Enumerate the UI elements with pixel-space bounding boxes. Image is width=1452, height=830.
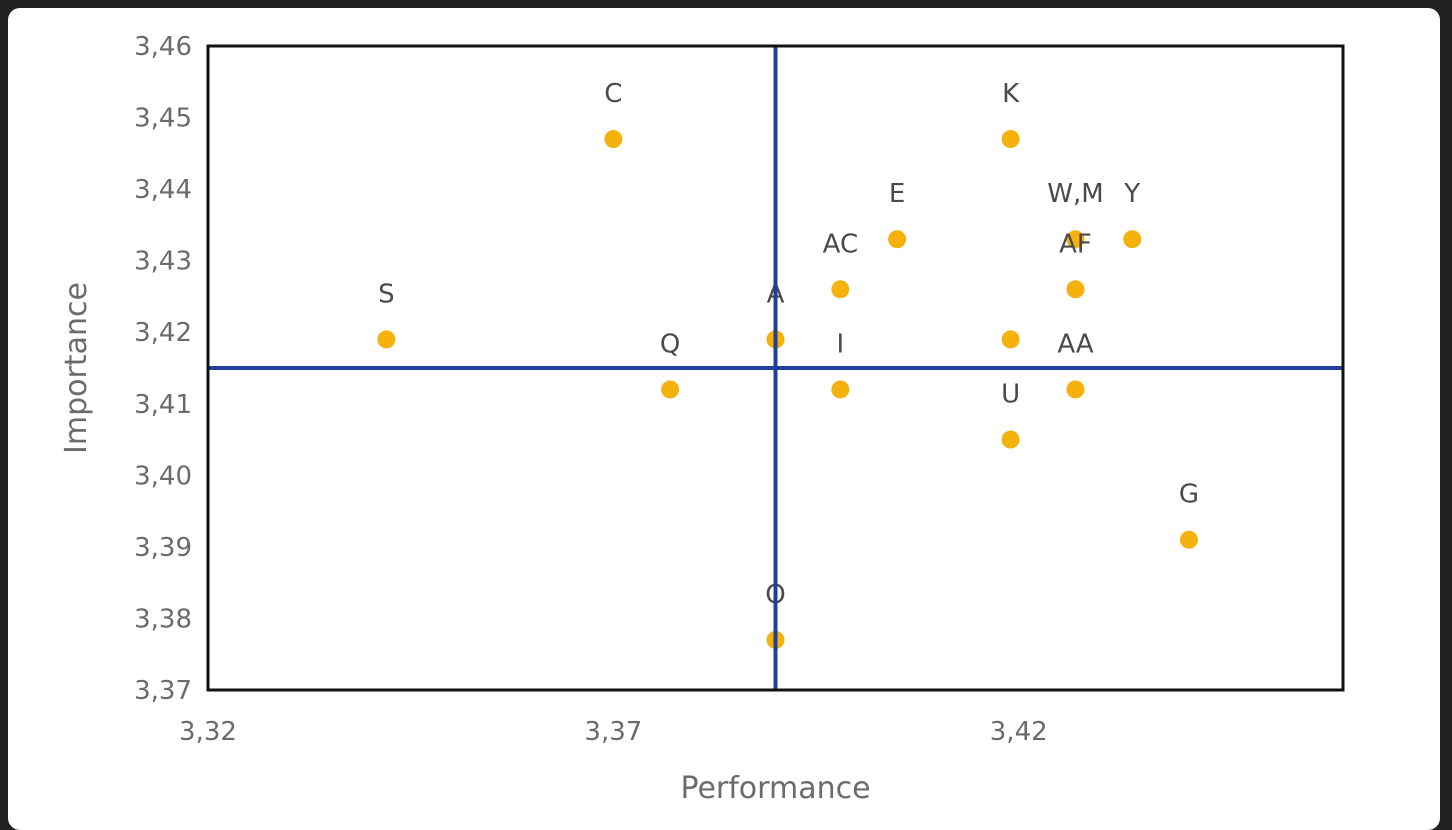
- data-point: [1001, 130, 1020, 149]
- x-tick-label: 3,42: [990, 717, 1048, 747]
- data-point: [831, 380, 850, 399]
- data-point-label: E: [889, 179, 905, 209]
- y-axis-ticks: 3,46 3,45 3,44 3,43 3,42 3,41 3,40 3,39 3,38 3,37: [134, 32, 192, 706]
- data-point-label: AF: [1059, 229, 1092, 259]
- y-tick-label: 3,39: [134, 533, 192, 563]
- data-point: [604, 130, 623, 149]
- x-axis-ticks: 3,32 3,37 3,42: [179, 717, 1048, 747]
- x-tick-label: 3,37: [584, 717, 642, 747]
- y-tick-label: 3,42: [134, 318, 192, 348]
- y-tick-label: 3,46: [134, 32, 192, 62]
- data-point-label: C: [604, 79, 622, 109]
- data-point-label: U: [1001, 380, 1020, 410]
- x-tick-label: 3,32: [179, 717, 237, 747]
- y-tick-label: 3,45: [134, 104, 192, 134]
- plot-area-border: [206, 44, 1345, 692]
- data-point: [1001, 430, 1020, 449]
- y-axis-title: Importance: [59, 282, 94, 454]
- data-point-label: Y: [1123, 179, 1140, 209]
- data-point: [377, 330, 396, 349]
- data-point: [1066, 280, 1085, 299]
- y-tick-label: 3,41: [134, 390, 192, 420]
- data-point: [1001, 330, 1020, 349]
- y-tick-label: 3,40: [134, 461, 192, 491]
- data-point: [1066, 380, 1085, 399]
- y-tick-label: 3,37: [134, 676, 192, 706]
- data-point: [831, 280, 850, 299]
- data-point-label: W,M: [1047, 179, 1103, 209]
- y-tick-label: 3,43: [134, 247, 192, 277]
- data-point: [661, 380, 680, 399]
- chart-frame: 3,46 3,45 3,44 3,43 3,42 3,41 3,40 3,39 3,38 3,37…: [8, 8, 1440, 830]
- data-point-label: AC: [823, 229, 858, 259]
- data-point-label: K: [1002, 79, 1020, 109]
- data-point-label: AA: [1057, 329, 1094, 359]
- data-point-label: S: [378, 279, 395, 309]
- scatter-chart: 3,46 3,45 3,44 3,43 3,42 3,41 3,40 3,39 3,38 3,37…: [59, 32, 1345, 806]
- y-tick-label: 3,38: [134, 604, 192, 634]
- data-point: [888, 230, 907, 249]
- y-tick-label: 3,44: [134, 175, 192, 205]
- data-point: [1179, 530, 1198, 549]
- data-point: [1123, 230, 1142, 249]
- x-axis-title: Performance: [680, 771, 870, 806]
- data-point-label: Q: [660, 329, 680, 359]
- data-point-label: I: [837, 329, 845, 359]
- data-point-label: G: [1179, 480, 1199, 510]
- data-point: [1066, 230, 1085, 249]
